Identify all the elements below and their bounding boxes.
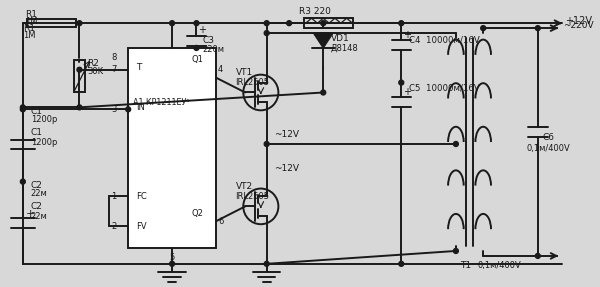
- Bar: [128, 48, 216, 248]
- Circle shape: [454, 249, 458, 253]
- Text: ~12V: ~12V: [274, 130, 299, 139]
- Polygon shape: [313, 33, 333, 48]
- Text: 1M: 1M: [23, 30, 35, 40]
- Text: C1: C1: [31, 128, 43, 137]
- Text: 5: 5: [169, 253, 175, 262]
- Circle shape: [170, 21, 175, 26]
- Bar: [304, 18, 353, 28]
- Text: 0,1м/400V: 0,1м/400V: [526, 144, 570, 154]
- Text: IRL2505: IRL2505: [235, 78, 269, 87]
- Text: 2: 2: [111, 222, 116, 231]
- Text: +12V: +12V: [565, 16, 592, 26]
- Text: C6: C6: [542, 133, 554, 141]
- Circle shape: [454, 141, 458, 146]
- Text: +: +: [199, 25, 206, 35]
- Text: VD1: VD1: [331, 34, 350, 42]
- Text: C3: C3: [202, 36, 214, 44]
- Circle shape: [264, 21, 269, 26]
- Circle shape: [77, 21, 82, 26]
- Bar: [74, 60, 85, 92]
- Text: R1: R1: [23, 24, 35, 33]
- Text: 22м: 22м: [31, 212, 47, 221]
- Circle shape: [77, 105, 82, 110]
- Circle shape: [170, 261, 175, 266]
- Circle shape: [20, 179, 25, 184]
- Text: C4  10000м/16V: C4 10000м/16V: [409, 36, 480, 44]
- Text: Q2: Q2: [191, 209, 203, 218]
- Circle shape: [264, 261, 269, 266]
- Text: FV: FV: [136, 222, 146, 231]
- Text: 8: 8: [111, 53, 116, 62]
- Text: VT1: VT1: [235, 68, 253, 77]
- Text: Q1: Q1: [191, 55, 203, 64]
- Circle shape: [321, 90, 326, 95]
- Circle shape: [399, 261, 404, 266]
- Circle shape: [264, 141, 269, 146]
- Text: A1 КР1211ЕУ¹: A1 КР1211ЕУ¹: [133, 98, 190, 107]
- Text: 6: 6: [218, 217, 223, 226]
- Text: VT2: VT2: [235, 182, 253, 191]
- Text: 1200p: 1200p: [31, 137, 57, 147]
- Text: Д8148: Д8148: [331, 43, 359, 53]
- Circle shape: [264, 31, 269, 36]
- Circle shape: [535, 253, 540, 258]
- Text: R1: R1: [25, 10, 37, 19]
- Text: 1200p: 1200p: [31, 115, 57, 124]
- Circle shape: [194, 21, 199, 26]
- Text: +: +: [26, 209, 35, 219]
- Text: 4: 4: [218, 65, 223, 74]
- Circle shape: [287, 21, 292, 26]
- Text: 30K: 30K: [87, 67, 103, 76]
- Text: C2: C2: [31, 202, 43, 211]
- Text: IN: IN: [136, 103, 145, 112]
- Text: T: T: [136, 63, 142, 72]
- Bar: [27, 19, 76, 27]
- Text: 220м: 220м: [202, 45, 224, 55]
- Text: +: +: [403, 88, 411, 98]
- Text: T1: T1: [460, 261, 471, 270]
- Circle shape: [20, 105, 25, 110]
- Text: R3 220: R3 220: [299, 7, 331, 16]
- Text: 7: 7: [111, 65, 116, 74]
- Circle shape: [481, 26, 485, 31]
- Text: 22м: 22м: [31, 189, 47, 198]
- Circle shape: [20, 107, 25, 112]
- Text: R2: R2: [87, 59, 99, 68]
- Text: IRL2505: IRL2505: [235, 192, 269, 201]
- Circle shape: [399, 80, 404, 85]
- Circle shape: [126, 107, 131, 112]
- Text: FC: FC: [136, 192, 147, 201]
- Text: C1: C1: [31, 107, 43, 116]
- Text: +: +: [403, 30, 411, 40]
- Circle shape: [535, 26, 540, 31]
- Circle shape: [321, 21, 326, 26]
- Text: C2: C2: [31, 181, 43, 190]
- Text: 3: 3: [111, 105, 116, 114]
- Text: 1: 1: [111, 192, 116, 201]
- Text: C5  10000м/16V: C5 10000м/16V: [409, 83, 480, 92]
- Circle shape: [77, 67, 82, 72]
- Circle shape: [194, 45, 199, 51]
- Text: ~12V: ~12V: [274, 164, 299, 173]
- Circle shape: [399, 21, 404, 26]
- Text: ~220V: ~220V: [563, 21, 594, 30]
- Text: 0,1м/400V: 0,1м/400V: [478, 261, 521, 270]
- Text: 1M: 1M: [25, 17, 37, 26]
